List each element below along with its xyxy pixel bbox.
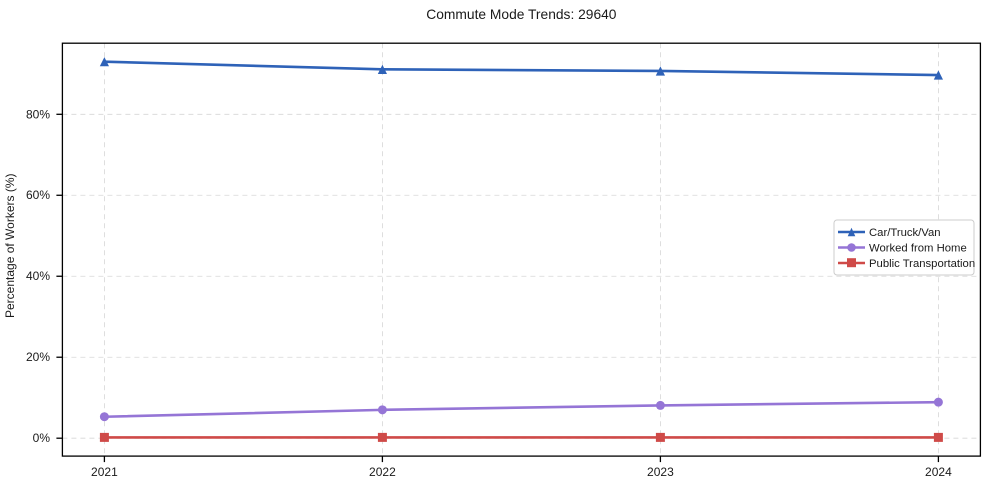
- svg-text:Car/Truck/Van: Car/Truck/Van: [869, 227, 941, 239]
- svg-text:2023: 2023: [647, 465, 674, 479]
- svg-text:2024: 2024: [925, 465, 952, 479]
- svg-text:Worked from Home: Worked from Home: [869, 243, 967, 255]
- svg-text:2021: 2021: [91, 465, 118, 479]
- svg-text:60%: 60%: [26, 188, 50, 202]
- svg-text:2022: 2022: [369, 465, 396, 479]
- svg-text:40%: 40%: [26, 269, 50, 283]
- svg-text:80%: 80%: [26, 107, 50, 121]
- svg-text:Public Transportation: Public Transportation: [869, 258, 975, 270]
- svg-text:0%: 0%: [33, 431, 51, 445]
- svg-text:20%: 20%: [26, 350, 50, 364]
